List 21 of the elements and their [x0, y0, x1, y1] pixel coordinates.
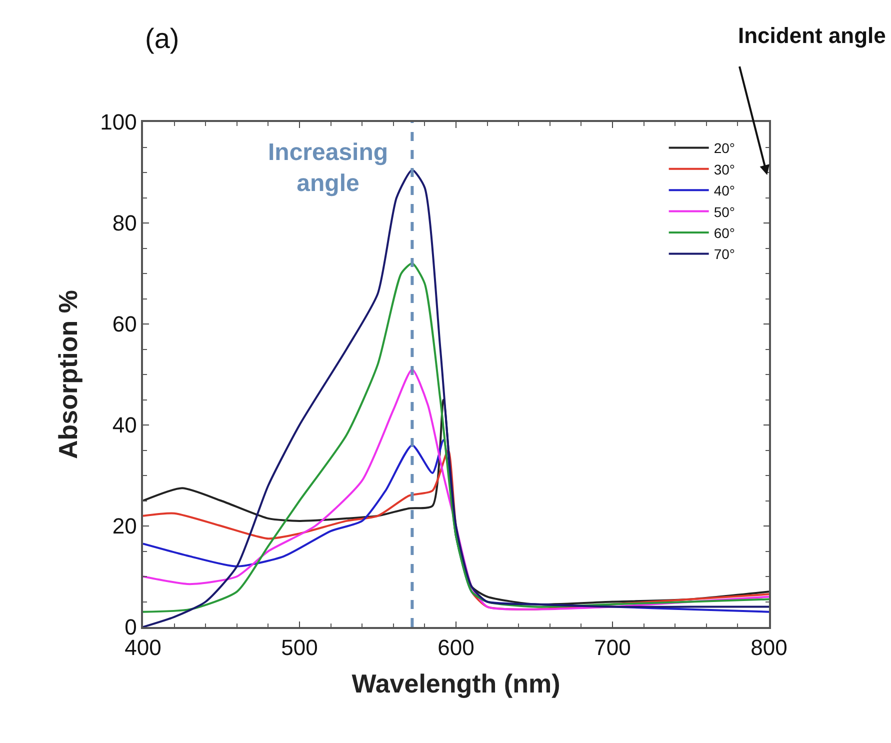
legend-label: 20°	[714, 140, 735, 156]
y-tick-label: 40	[112, 412, 137, 438]
y-tick-label: 20	[112, 514, 137, 539]
line-series	[143, 262, 769, 613]
text: Incident angle	[738, 23, 886, 48]
y-axis-title: Absorption %	[53, 290, 84, 459]
legend-label: 40°	[714, 182, 735, 199]
legend-label: 70°	[714, 246, 735, 262]
y-tick-label: 100	[100, 110, 137, 135]
x-tick-label: 500	[281, 635, 318, 660]
legend-label: 50°	[714, 204, 735, 220]
ref-line-label: Increasing angle	[268, 139, 388, 198]
legend-label: 60°	[714, 224, 735, 241]
y-tick-label: 60	[112, 312, 137, 337]
x-tick-label: 600	[438, 635, 474, 660]
x-tick-label: 700	[594, 635, 631, 660]
y-tick-label: 80	[112, 210, 137, 236]
text: (a)	[145, 23, 180, 54]
legend-label: 30°	[714, 161, 735, 178]
x-axis-title: Wavelength (nm)	[352, 668, 560, 698]
x-tick-label: 800	[750, 635, 788, 660]
